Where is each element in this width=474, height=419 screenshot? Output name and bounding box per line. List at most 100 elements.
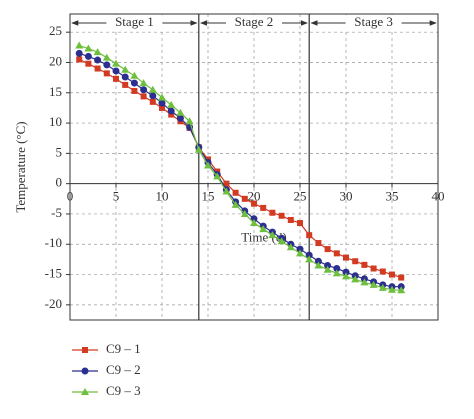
data-point — [94, 56, 102, 64]
data-point — [85, 60, 92, 67]
data-point — [231, 200, 240, 208]
data-point — [251, 200, 257, 207]
data-point — [260, 204, 267, 211]
data-point — [315, 240, 322, 247]
data-point — [240, 209, 249, 217]
y-tick-label: 20 — [49, 53, 62, 68]
plot-frame — [69, 13, 439, 321]
data-point — [140, 86, 148, 94]
data-point — [75, 41, 84, 49]
data-point — [103, 61, 111, 69]
y-tick-label: -20 — [45, 296, 62, 311]
data-point — [360, 278, 369, 286]
data-point — [388, 285, 396, 293]
legend-label: C9 – 2 — [106, 362, 141, 377]
y-tick-label: 5 — [56, 144, 63, 159]
data-point — [343, 254, 349, 261]
data-point — [158, 99, 166, 107]
data-point — [250, 219, 258, 227]
stage-label: Stage 2 — [235, 14, 274, 29]
data-point — [370, 265, 377, 272]
data-point — [130, 71, 139, 79]
data-point — [379, 268, 386, 275]
x-tick-label: 35 — [386, 189, 399, 204]
series-line — [79, 52, 402, 288]
data-point — [333, 250, 340, 257]
data-point — [241, 195, 248, 202]
x-tick-label: 5 — [113, 189, 120, 204]
data-point — [389, 271, 395, 278]
data-point — [112, 67, 120, 75]
data-point — [159, 104, 165, 111]
data-point — [269, 209, 276, 216]
data-point — [76, 56, 83, 63]
data-point — [122, 81, 129, 88]
x-tick-label: 10 — [156, 189, 169, 204]
stage-label: Stage 3 — [354, 14, 393, 29]
data-point — [158, 93, 166, 101]
data-point — [314, 261, 323, 269]
stage-label-bg — [345, 15, 402, 31]
data-point — [84, 44, 93, 52]
x-tick-label: 25 — [294, 189, 307, 204]
data-point — [352, 258, 359, 265]
data-point — [268, 231, 277, 239]
x-tick-label: 30 — [340, 189, 353, 204]
data-point — [232, 189, 239, 196]
x-tick-label: 0 — [67, 189, 74, 204]
data-point — [213, 172, 222, 180]
data-point — [332, 269, 341, 277]
data-point — [102, 53, 111, 61]
data-point — [333, 264, 341, 272]
legend-marker — [82, 347, 88, 353]
stage-label-bg — [106, 15, 163, 31]
data-point — [130, 79, 138, 87]
data-point — [342, 272, 350, 280]
data-point — [378, 283, 387, 291]
data-point — [361, 261, 368, 268]
data-point — [167, 107, 175, 115]
data-point — [93, 48, 102, 56]
data-point — [103, 70, 110, 77]
data-point — [75, 49, 83, 57]
stage-label: Stage 1 — [115, 14, 154, 29]
data-point — [140, 93, 147, 100]
data-point — [324, 246, 331, 253]
y-tick-label: 15 — [49, 84, 62, 99]
data-point — [84, 52, 92, 60]
data-point — [185, 117, 194, 125]
data-point — [286, 243, 295, 251]
data-point — [148, 85, 157, 93]
data-point — [194, 145, 203, 153]
y-tick-label: -5 — [51, 205, 62, 220]
data-point — [369, 280, 378, 288]
legend-label: C9 – 3 — [106, 383, 141, 398]
data-point — [168, 111, 175, 118]
x-tick-label: 20 — [248, 189, 261, 204]
x-tick-label: 40 — [432, 189, 445, 204]
legend-marker — [81, 367, 89, 375]
legend-marker — [81, 388, 89, 395]
stage-label-bg — [226, 15, 282, 31]
data-point — [131, 87, 138, 94]
data-point — [323, 265, 332, 273]
data-point — [121, 73, 129, 81]
data-point — [121, 65, 130, 73]
data-point — [314, 257, 322, 265]
data-point — [342, 268, 350, 276]
data-point — [112, 59, 120, 67]
data-point — [297, 220, 303, 227]
data-point — [287, 217, 294, 224]
data-point — [139, 79, 148, 87]
data-point — [296, 245, 304, 253]
data-point — [277, 237, 286, 245]
data-point — [176, 114, 184, 122]
data-point — [305, 251, 313, 259]
data-point — [397, 286, 406, 294]
data-point — [259, 225, 268, 233]
data-point — [305, 255, 314, 263]
y-tick-label: 10 — [49, 114, 62, 129]
data-point — [149, 98, 156, 105]
legend-label: C9 – 1 — [106, 341, 141, 356]
